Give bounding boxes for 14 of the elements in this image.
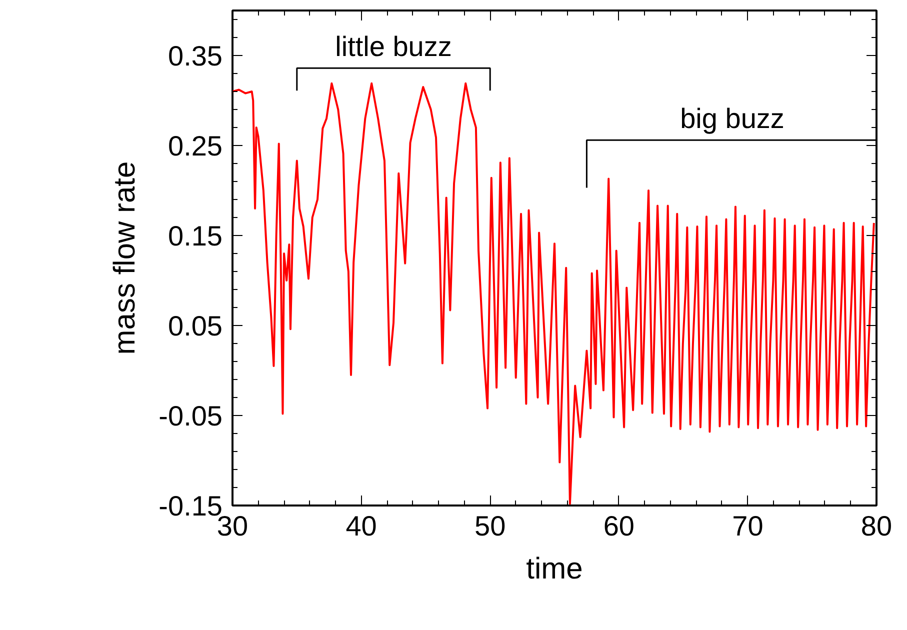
annotation: big buzz	[680, 103, 784, 134]
x-axis-title: time	[526, 552, 583, 586]
y-tick-label: 0.35	[168, 40, 223, 72]
y-tick-label: 0.25	[168, 130, 223, 162]
y-axis-title: mass flow rate	[108, 161, 142, 355]
x-tick-label: 60	[603, 510, 634, 542]
x-tick-label: 80	[860, 510, 892, 542]
y-tick-label: 0.15	[168, 220, 223, 252]
x-tick-label: 50	[474, 510, 506, 542]
annotation: little buzz	[335, 31, 452, 62]
x-tick-label: 40	[346, 510, 377, 542]
y-tick-label: -0.05	[158, 400, 223, 432]
y-tick-label: 0.05	[168, 310, 223, 342]
x-tick-label: 70	[732, 510, 764, 542]
